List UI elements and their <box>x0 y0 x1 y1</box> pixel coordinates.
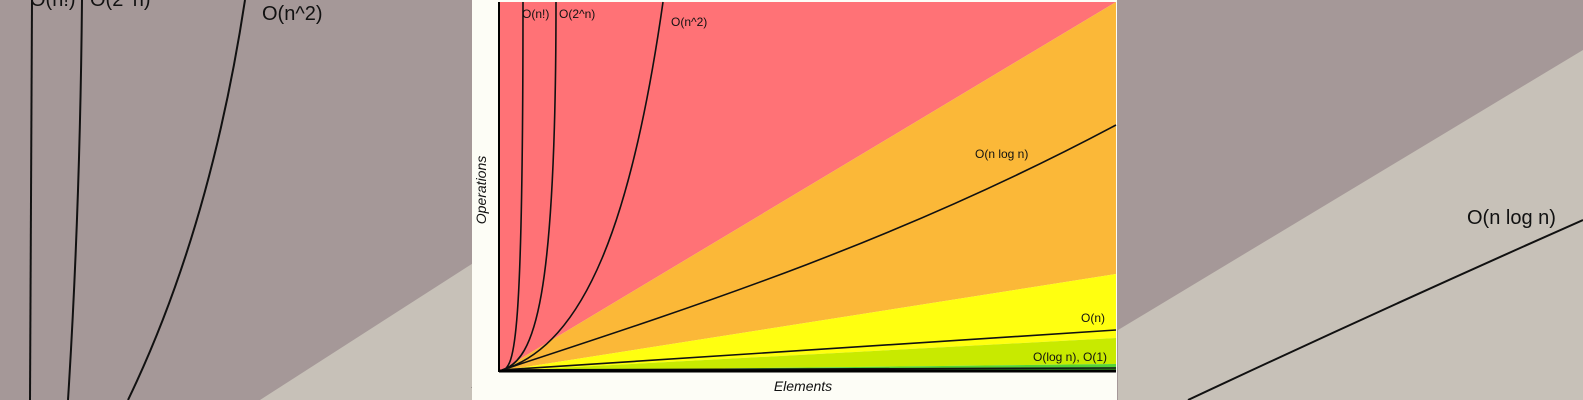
series-line-linear <box>501 329 1117 371</box>
region-bad <box>500 2 1116 371</box>
series-label-exponential: O(2^n) <box>559 7 595 21</box>
background-left-light-region <box>260 260 478 400</box>
series-label-nlogn: O(n log n) <box>975 147 1028 161</box>
background-label-quadratic: O(n^2) <box>262 3 323 25</box>
background-exponential-curve <box>67 0 83 400</box>
series-line-exponential <box>501 1 557 371</box>
region-good <box>500 338 1116 371</box>
background-label-nlogn: O(n log n) <box>1467 207 1556 229</box>
background-label-exponential: O(2^n) <box>90 0 151 11</box>
background-quadratic-curve <box>127 0 246 400</box>
background-right-light-region <box>1118 50 1583 400</box>
series-line-quadratic <box>501 1 664 371</box>
series-label-quadratic: O(n^2) <box>671 15 707 29</box>
series-line-nlogn <box>501 124 1117 371</box>
x-axis-title: Elements <box>774 378 832 394</box>
series-label-linear: O(n) <box>1081 311 1105 325</box>
background-factorial-curve <box>29 0 33 400</box>
background-nlogn-curve-right <box>1187 219 1583 400</box>
series-label-log-constant: O(log n), O(1) <box>1033 350 1107 364</box>
series-line-factorial <box>501 1 524 371</box>
chart-panel: O(n!) O(2^n) O(n^2) O(n log n) O(n) O(lo… <box>472 0 1117 400</box>
background-label-factorial: O(n!) <box>30 0 76 11</box>
y-axis-title: Operations <box>473 156 489 224</box>
series-label-factorial: O(n!) <box>522 7 549 21</box>
region-fair <box>500 274 1116 371</box>
